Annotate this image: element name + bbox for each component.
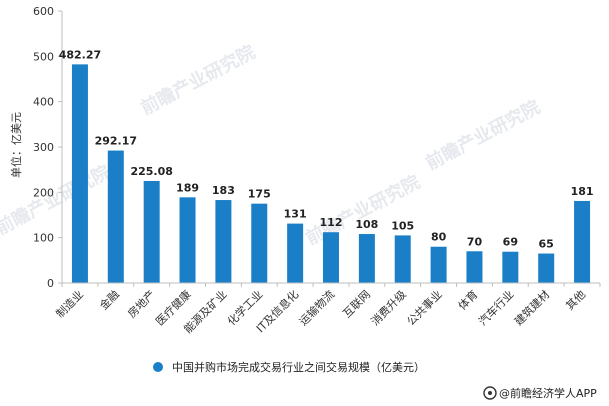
bar-13: [538, 253, 555, 283]
data-label-5: 175: [248, 188, 271, 201]
data-label-11: 70: [467, 235, 483, 248]
bar-9: [394, 235, 411, 283]
y-axis-label: 单位：亿美元: [9, 112, 23, 178]
bar-4: [215, 200, 232, 283]
y-axis: 0 100 200 300 400 500 600: [33, 5, 63, 290]
qianzhan-logo-icon: [483, 386, 497, 400]
y-tick-label-6: 600: [33, 5, 54, 18]
legend-marker: [153, 362, 163, 372]
bar-8: [358, 234, 375, 283]
bar-2: [143, 180, 160, 283]
y-tick-label-2: 200: [33, 186, 54, 199]
y-tick-label-0: 0: [47, 277, 54, 290]
bar-14: [574, 200, 591, 283]
data-label-1: 292.17: [95, 135, 137, 148]
data-label-9: 105: [391, 219, 414, 232]
y-tick-label-4: 400: [33, 96, 54, 109]
category-label-1: 金融: [96, 287, 121, 312]
category-label-11: 体育: [455, 287, 480, 312]
y-tick-label-5: 500: [33, 50, 54, 63]
bar-10: [430, 246, 447, 283]
category-label-0: 制造业: [53, 287, 86, 320]
category-label-12: 汽车行业: [475, 287, 516, 328]
data-label-13: 65: [539, 238, 554, 251]
category-label-10: 公共事业: [404, 288, 444, 328]
watermark-0: 前瞻产业研究院: [137, 41, 259, 120]
category-label-7: 运输物流: [296, 287, 337, 328]
legend-label: 中国并购市场完成交易行业之间交易规模（亿美元）: [172, 360, 425, 374]
bar-6: [287, 223, 304, 283]
bar-11: [466, 251, 483, 283]
data-label-10: 80: [431, 231, 447, 244]
data-label-4: 183: [212, 184, 235, 197]
data-labels-group: 482.27 292.17 225.08 189 183 175 131 112 108 105 8…: [59, 48, 594, 250]
data-label-8: 108: [355, 218, 378, 231]
bars-group: [71, 64, 591, 283]
bar-1: [107, 150, 124, 283]
category-label-14: 其他: [563, 288, 588, 313]
data-label-0: 482.27: [59, 48, 101, 61]
bar-5: [251, 203, 268, 283]
category-label-8: 互联网: [340, 288, 373, 321]
data-label-12: 69: [503, 236, 518, 249]
data-label-7: 112: [320, 216, 343, 229]
bar-3: [179, 197, 196, 283]
legend: 中国并购市场完成交易行业之间交易规模（亿美元）: [153, 360, 425, 374]
bar-7: [323, 232, 339, 283]
data-label-14: 181: [571, 185, 594, 198]
category-label-2: 房地产: [125, 287, 158, 320]
category-label-13: 建筑建材: [511, 287, 552, 328]
credit-text: @前瞻经济学人APP: [499, 386, 597, 400]
data-label-3: 189: [176, 181, 199, 194]
y-tick-label-3: 300: [33, 141, 54, 154]
bar-0: [71, 64, 88, 283]
data-label-2: 225.08: [130, 165, 172, 178]
y-tick-label-1: 100: [33, 232, 54, 245]
watermark-2: 前瞻产业研究院: [422, 96, 544, 175]
bar-12: [502, 251, 519, 283]
category-label-9: 消费升级: [368, 287, 409, 328]
data-label-6: 131: [284, 208, 307, 221]
credit: @前瞻经济学人APP: [483, 386, 597, 400]
